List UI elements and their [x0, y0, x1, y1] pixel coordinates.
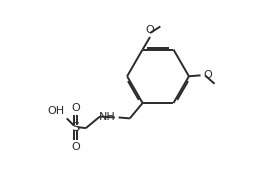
Text: O: O — [203, 70, 212, 80]
Text: O: O — [71, 142, 80, 152]
Text: NH: NH — [99, 112, 116, 122]
Text: O: O — [146, 25, 155, 35]
Text: OH: OH — [47, 106, 65, 116]
Text: S: S — [71, 121, 80, 134]
Text: O: O — [71, 103, 80, 113]
